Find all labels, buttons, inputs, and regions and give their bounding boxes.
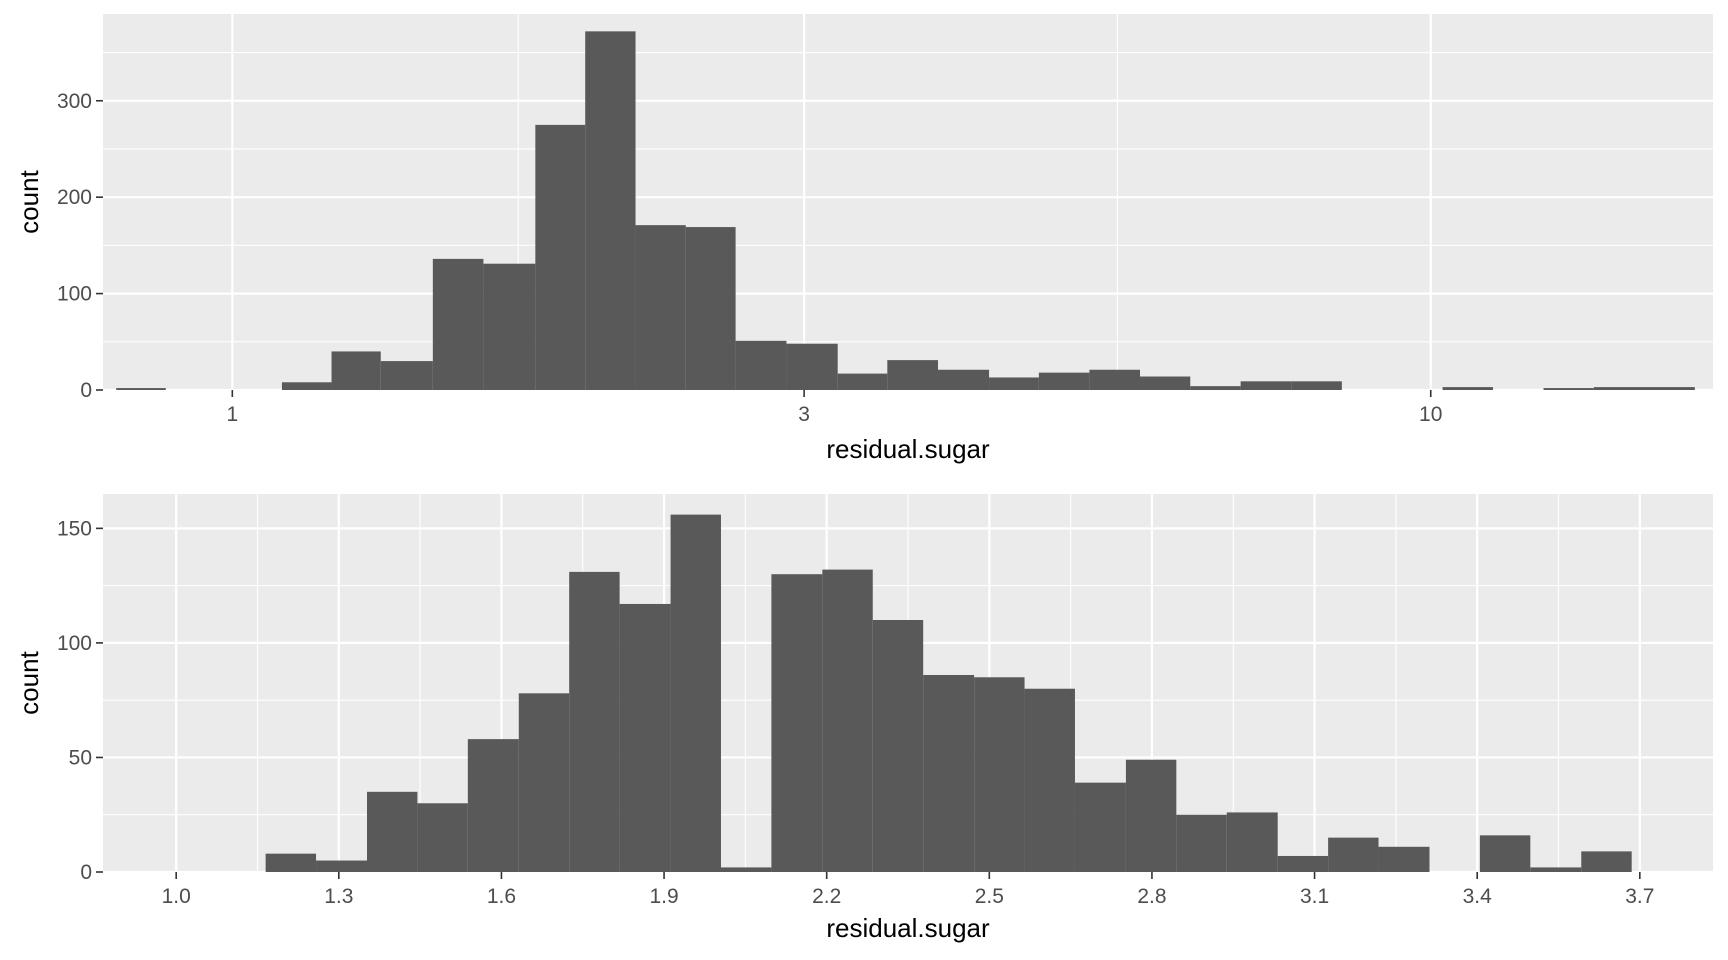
histogram-bar <box>417 803 468 872</box>
histogram-bar <box>1176 814 1227 872</box>
histogram-bar <box>1024 688 1075 872</box>
histogram-bar <box>467 739 519 872</box>
histogram-bar <box>822 569 873 872</box>
histogram-bar <box>974 677 1025 872</box>
histogram-bar <box>585 31 636 390</box>
histogram-bar <box>1277 855 1329 872</box>
x-tick-label: 3.4 <box>1463 885 1493 908</box>
histogram-bar <box>535 124 586 390</box>
y-tick-label: 50 <box>69 746 92 769</box>
y-tick-label: 100 <box>57 632 92 655</box>
histogram-bar <box>1038 372 1090 390</box>
histogram-bar <box>569 571 620 872</box>
histogram-bar <box>1593 387 1645 390</box>
chart-panel-2: 0 50 100 150 1.0 1.3 1.6 1.9 2.2 2.5 2.8 3.1 3.4 3.7 r… <box>14 494 1713 943</box>
histogram-bar <box>1074 782 1126 872</box>
histogram-bar <box>786 343 838 390</box>
histogram-bar <box>1479 835 1531 872</box>
y-tick-label: 100 <box>57 283 92 306</box>
histogram-bar <box>1139 376 1191 390</box>
x-tick-label: 10 <box>1419 403 1442 426</box>
histogram-bar <box>923 674 975 872</box>
x-tick-label: 3.7 <box>1625 885 1654 908</box>
x-tick-label: 1.9 <box>649 885 678 908</box>
histogram-bar <box>1581 851 1632 872</box>
histogram-bar <box>331 351 381 390</box>
histogram-bar <box>116 388 166 390</box>
histogram-bar <box>1240 381 1292 390</box>
histogram-bar <box>366 791 418 872</box>
histogram-bar <box>1644 387 1695 390</box>
histogram-bar <box>518 693 570 872</box>
x-tick-label: 2.2 <box>812 885 841 908</box>
histogram-bar <box>619 603 671 872</box>
x-tick-label: 2.8 <box>1137 885 1166 908</box>
x-axis-title: residual.sugar <box>826 434 990 464</box>
x-tick-label: 2.5 <box>975 885 1004 908</box>
x-tick-label: 1.3 <box>324 885 353 908</box>
x-tick-label: 1.0 <box>162 885 191 908</box>
histogram-bar <box>887 360 938 390</box>
histogram-bar <box>837 373 888 390</box>
histogram-bar <box>720 867 772 872</box>
y-axis-title: count <box>14 650 44 714</box>
histogram-bar <box>1190 386 1241 390</box>
histogram-bar <box>771 574 823 872</box>
y-tick-label: 0 <box>80 379 92 402</box>
x-tick-label: 3 <box>798 403 810 426</box>
histogram-bar <box>1089 369 1140 390</box>
histogram-bar <box>635 225 686 390</box>
histogram-bar <box>670 514 721 872</box>
y-tick-label: 300 <box>57 90 92 113</box>
y-tick-label: 150 <box>57 517 92 540</box>
histogram-bar <box>265 853 317 872</box>
x-tick-label: 1 <box>226 403 238 426</box>
y-axis-title: count <box>14 169 44 233</box>
histogram-bar <box>1125 759 1177 872</box>
histogram-bar <box>1378 846 1430 872</box>
x-tick-label: 1.6 <box>487 885 516 908</box>
histogram-bar <box>1543 388 1594 390</box>
histogram-bar <box>937 369 990 390</box>
histogram-bar <box>1226 812 1278 872</box>
x-tick-label: 3.1 <box>1300 885 1329 908</box>
plot-background <box>103 14 1713 390</box>
histogram-bar <box>316 860 367 872</box>
histogram-bar <box>1530 867 1582 872</box>
histogram-bar <box>1442 387 1493 390</box>
histogram-bar <box>380 361 433 390</box>
histogram-bar <box>1328 837 1379 872</box>
histogram-bar <box>685 227 736 390</box>
histogram-bar <box>483 263 536 390</box>
y-tick-label: 200 <box>57 186 92 209</box>
x-axis-title: residual.sugar <box>826 913 990 943</box>
chart-panel-1: 0 100 200 300 1 3 10 residual.sugar count <box>14 14 1713 464</box>
histogram-bar <box>989 377 1039 390</box>
histogram-bar <box>872 620 924 872</box>
y-tick-label: 0 <box>80 861 92 884</box>
histogram-bar <box>432 258 484 390</box>
histogram-bar <box>281 382 332 390</box>
histogram-bar <box>735 340 787 390</box>
histogram-bar <box>1291 381 1342 390</box>
